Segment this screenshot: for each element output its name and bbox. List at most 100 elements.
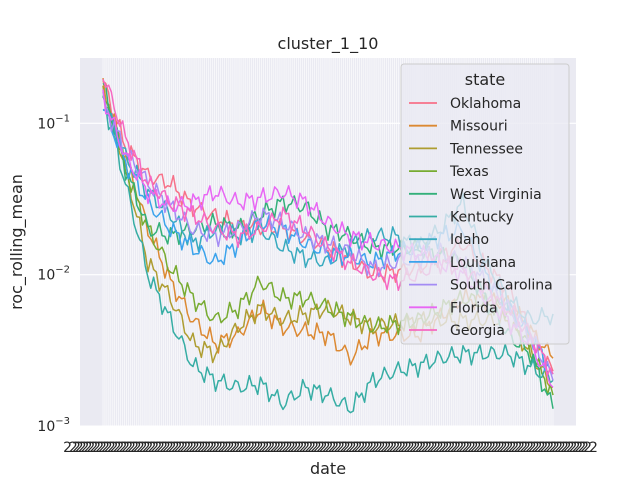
x-tick-label: 22 (121, 440, 139, 456)
legend-items: Oklahoma Missouri Tennessee Texas West Virgi… (409, 96, 553, 339)
x-tick-label: 22 (307, 440, 325, 456)
legend-frame (400, 63, 570, 345)
x-tick-layer: 2222222222222222222222222222222222222222… (63, 440, 598, 456)
x-tick-label: 22 (470, 440, 488, 456)
legend-label: Texas (449, 164, 489, 180)
x-tick-label: 22 (505, 440, 523, 456)
x-tick-label: 22 (290, 440, 308, 456)
legend-label: Tennessee (449, 141, 523, 157)
x-tick-label: 22 (69, 440, 87, 456)
x-tick-label: 22 (510, 440, 528, 456)
legend-label: Louisiana (450, 255, 516, 271)
x-axis-label: date (310, 459, 346, 478)
x-tick-label: 22 (481, 440, 499, 456)
x-tick-label: 22 (139, 440, 157, 456)
x-tick-label: 22 (243, 440, 261, 456)
y-tick-label: 10−1 (37, 113, 70, 132)
x-tick-label: 22 (127, 440, 145, 456)
x-tick-label: 22 (452, 440, 470, 456)
x-tick-label: 22 (272, 440, 290, 456)
legend-label: Missouri (450, 119, 508, 135)
x-tick-label: 22 (330, 440, 348, 456)
x-tick-label: 22 (534, 440, 552, 456)
y-tick-label: 10−2 (37, 265, 70, 284)
x-tick-label: 22 (115, 440, 133, 456)
x-tick-label: 22 (487, 440, 505, 456)
x-tick-label: 22 (191, 440, 209, 456)
x-tick-label: 22 (133, 440, 151, 456)
x-tick-label: 22 (150, 440, 168, 456)
y-tick-label: 10−3 (37, 416, 70, 435)
x-tick-label: 22 (75, 440, 93, 456)
x-tick-label: 22 (144, 440, 162, 456)
x-tick-label: 22 (348, 440, 366, 456)
x-tick-label: 22 (110, 440, 128, 456)
x-tick-label: 22 (557, 440, 575, 456)
x-tick-label: 22 (185, 440, 203, 456)
legend-label: Idaho (450, 232, 489, 248)
x-tick-label: 22 (301, 440, 319, 456)
x-tick-label: 22 (354, 440, 372, 456)
series-line-kentucky (102, 95, 554, 414)
y-axis-label: roc_rolling_mean (7, 174, 27, 310)
x-tick-label: 22 (313, 440, 331, 456)
legend-title: state (465, 70, 506, 89)
x-tick-label: 22 (232, 440, 250, 456)
x-tick-label: 22 (220, 440, 238, 456)
x-tick-label: 22 (528, 440, 546, 456)
x-tick-label: 22 (476, 440, 494, 456)
x-tick-label: 22 (568, 440, 586, 456)
x-tick-label: 22 (284, 440, 302, 456)
legend-label: Kentucky (450, 210, 514, 226)
x-tick-label: 22 (493, 440, 511, 456)
x-tick-label: 22 (63, 440, 81, 456)
legend-label: Oklahoma (450, 96, 521, 112)
x-tick-label: 22 (441, 440, 459, 456)
x-tick-label: 22 (168, 440, 186, 456)
x-tick-label: 22 (371, 440, 389, 456)
x-tick-label: 22 (574, 440, 592, 456)
legend-label: Florida (450, 300, 498, 316)
x-tick-label: 22 (417, 440, 435, 456)
x-tick-label: 22 (226, 440, 244, 456)
x-tick-label: 22 (319, 440, 337, 456)
chart-title: cluster_1_10 (278, 34, 379, 54)
x-tick-label: 22 (365, 440, 383, 456)
x-tick-label: 22 (464, 440, 482, 456)
x-tick-label: 22 (377, 440, 395, 456)
x-tick-label: 22 (203, 440, 221, 456)
x-tick-label: 22 (261, 440, 279, 456)
x-tick-label: 22 (516, 440, 534, 456)
x-tick-label: 22 (295, 440, 313, 456)
x-tick-label: 22 (539, 440, 557, 456)
x-tick-label: 22 (324, 440, 342, 456)
x-tick-label: 22 (98, 440, 116, 456)
x-tick-label: 22 (458, 440, 476, 456)
x-tick-label: 22 (249, 440, 267, 456)
x-tick-label: 22 (92, 440, 110, 456)
x-tick-label: 22 (86, 440, 104, 456)
x-tick-label: 22 (266, 440, 284, 456)
x-tick-label: 22 (499, 440, 517, 456)
legend: state Oklahoma Missouri Tennessee Texas West… (400, 63, 570, 345)
x-tick-label: 22 (173, 440, 191, 456)
x-tick-label: 22 (342, 440, 360, 456)
x-tick-label: 22 (412, 440, 430, 456)
x-tick-label: 22 (156, 440, 174, 456)
x-tick-label: 22 (81, 440, 99, 456)
x-tick-label: 22 (522, 440, 540, 456)
y-tick-layer: 10−3 10−2 10−1 (37, 113, 70, 435)
x-tick-label: 22 (197, 440, 215, 456)
x-tick-label: 22 (179, 440, 197, 456)
x-tick-label: 22 (208, 440, 226, 456)
legend-label: South Carolina (450, 278, 553, 294)
x-tick-label: 22 (423, 440, 441, 456)
x-tick-label: 22 (400, 440, 418, 456)
x-tick-label: 22 (435, 440, 453, 456)
x-tick-label: 22 (563, 440, 581, 456)
legend-label: West Virginia (450, 187, 542, 203)
legend-label: Georgia (450, 323, 505, 339)
x-tick-label: 22 (255, 440, 273, 456)
x-tick-label: 22 (237, 440, 255, 456)
